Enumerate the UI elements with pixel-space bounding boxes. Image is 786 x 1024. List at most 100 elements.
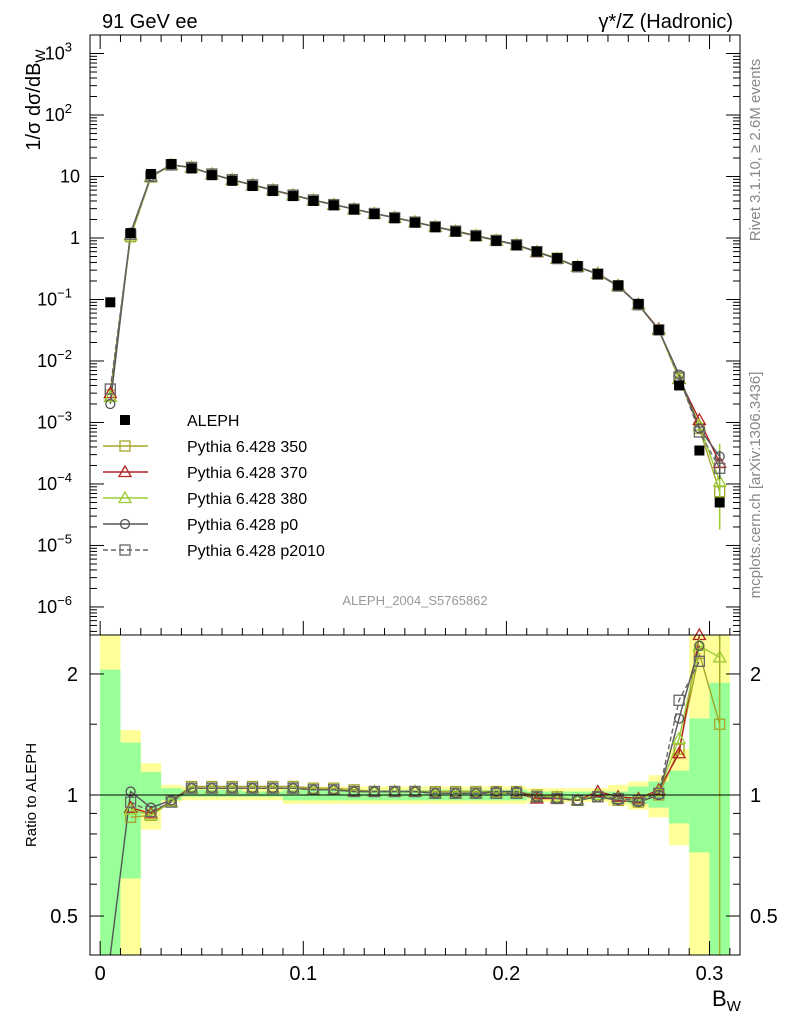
data-point [653,324,664,335]
ratio-marker-p370 [651,782,666,795]
ratio-marker-p380 [671,731,687,744]
data-point [186,163,197,174]
data-point [145,168,156,179]
ratio-marker-p2010 [246,782,259,794]
data-point [572,261,583,272]
ratio-marker-p350 [693,647,706,660]
main-y-tick-label: 1 [70,228,80,248]
ratio-marker-p2010 [693,655,706,667]
main-y-axis-label: 1/σ dσ/dBW [23,49,48,151]
ratio-y-axis: 0.5 0.5 1 1 2 2 [50,664,778,928]
ratio-marker-p2010 [510,787,523,799]
main-panel-series [103,157,727,530]
legend: ALEPH Pythia 6.428 350 Pythia 6.428 370 Pyt… [103,413,325,560]
ratio-marker-p2010 [673,694,685,706]
ratio-marker-p2010 [368,785,381,798]
x-tick-label: 0 [95,963,106,985]
legend-marker-p380 [117,490,133,504]
band-inner-bin [161,788,182,801]
ratio-y-tick-label-left: 1 [67,785,78,807]
band-inner-bin [689,718,710,853]
data-point [308,195,319,206]
x-axis-label: BW [712,986,742,1015]
data-point [125,228,136,239]
band-inner-bin [100,669,121,955]
main-y-axis: 10−6 10−5 10−4 10−3 10−2 10−1 1 10 102 103 [37,34,740,632]
data-point [369,209,380,220]
ratio-marker-p2010 [653,787,665,799]
ratio-marker-p2010 [206,782,218,794]
data-point [552,253,563,264]
ratio-marker-p370 [590,784,605,797]
ratio-marker-p350 [673,743,685,755]
legend-marker-data [120,415,130,425]
data-point [633,298,644,309]
band-inner-bin [242,791,263,797]
ratio-marker-p2010 [490,787,502,799]
data-point [166,158,177,169]
ratio-marker-p2010 [531,791,543,803]
data-point [227,175,238,186]
ratio-marker-p380 [143,808,159,821]
ratio-marker-p2010 [185,782,198,794]
x-tick-label: 0.3 [696,963,724,985]
legend-marker-p350 [119,440,131,452]
legend-label-p350: Pythia 6.428 350 [187,439,307,456]
rivet-version-label: Rivet 3.1.10, ≥ 2.6M events [747,59,764,242]
main-y-tick-label: 10−3 [37,408,72,432]
ratio-marker-p2010 [429,787,441,799]
ratio-marker-p2010 [551,792,563,805]
x-tick-label: 0.2 [493,963,521,985]
legend-label-data: ALEPH [187,413,239,430]
data-point [613,280,624,291]
legend-label-p370: Pythia 6.428 370 [187,465,307,482]
legend-label-p2010: Pythia 6.428 p2010 [187,543,325,560]
main-y-tick-label: 10 [60,167,80,187]
ratio-marker-p2010 [409,785,421,798]
ratio-marker-p2010 [470,787,482,799]
x-tick-label: 0.1 [289,963,317,985]
ratio-marker-p370 [631,791,646,804]
ratio-marker-p2010 [145,805,157,818]
band-inner-bin [668,770,690,824]
ratio-marker-p370 [611,789,626,802]
main-y-tick-label: 10−4 [37,470,72,494]
data-point [288,191,299,202]
data-point [410,217,420,228]
main-y-tick-label: 10−6 [37,593,72,617]
main-y-tick-label: 10−2 [37,347,72,371]
data-point [328,200,339,211]
ratio-marker-p2010 [389,785,401,798]
data-point [714,497,725,508]
band-inner-bin [262,791,283,797]
band-inner-bin [140,772,162,810]
ratio-panel-series [109,627,727,956]
data-point [674,380,685,391]
x-axis: 0 0.1 0.2 0.3 [95,35,731,985]
data-point [105,297,116,308]
data-point [694,445,705,456]
analysis-id-label: ALEPH_2004_S5765862 [342,593,487,608]
ratio-y-tick-label-right: 0.5 [750,906,778,928]
ratio-marker-p2010 [124,796,137,808]
mcplots-label: mcplots.cern.ch [arXiv:1306.3436] [747,372,764,599]
ratio-y-tick-label-right: 1 [750,785,761,807]
ratio-marker-p2010 [287,782,299,794]
ratio-marker-p2010 [226,782,238,794]
data-point [430,222,441,233]
legend-marker-p370 [117,464,133,478]
ratio-marker-p2010 [449,787,462,799]
data-point [247,181,258,192]
ratio-marker-p2010 [612,792,624,805]
data-point [349,204,360,215]
ratio-y-tick-label-right: 2 [750,664,761,686]
data-point [450,226,461,237]
ratio-marker-p0 [694,640,705,651]
main-y-tick-label: 103 [45,40,72,64]
marker-p2010 [693,426,706,438]
data-point [267,186,278,197]
ratio-marker-p380 [590,787,605,801]
ratio-marker-p370 [671,745,687,759]
legend-label-p380: Pythia 6.428 380 [187,491,307,508]
